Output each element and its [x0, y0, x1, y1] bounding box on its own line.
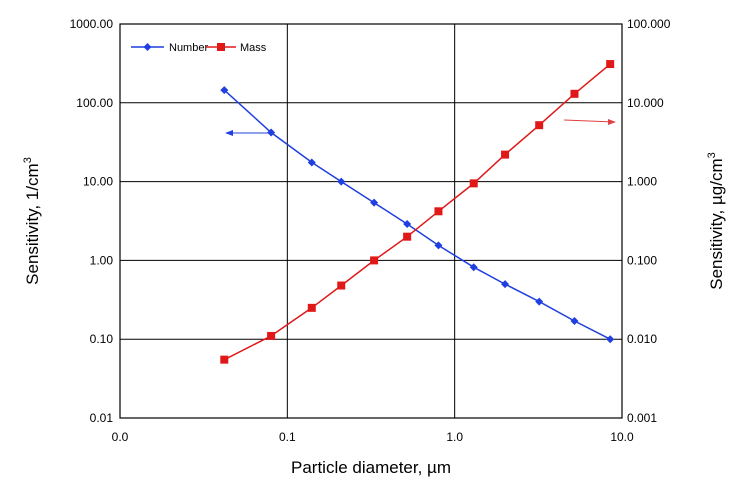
right-axis-arrow: [563, 119, 616, 125]
data-point-mass: [606, 60, 615, 69]
x-tick-label: 0.0: [112, 430, 129, 444]
data-point-mass: [403, 232, 412, 241]
y-right-tick-label: 1.000: [627, 175, 657, 189]
data-point-number: [570, 317, 579, 326]
series-number: [220, 86, 615, 344]
legend-label-mass: Mass: [240, 42, 267, 54]
y-left-axis-label: Sensitivity, 1/cm3: [22, 157, 42, 285]
data-point-mass: [220, 355, 229, 364]
data-point-number: [220, 86, 229, 95]
y-right-tick-label: 0.010: [627, 332, 657, 346]
grid-lines: [120, 24, 622, 418]
y-left-tick-label: 100.00: [76, 96, 113, 110]
data-point-number: [307, 158, 316, 167]
y-left-tick-labels: 0.01 0.10 1.00 10.00 100.00 1000.00: [70, 17, 114, 425]
y-right-tick-label: 0.001: [627, 411, 657, 425]
data-point-mass: [307, 303, 316, 312]
data-point-number: [337, 177, 346, 186]
data-point-number: [469, 263, 478, 272]
legend-marker-mass: [217, 43, 225, 51]
data-point-mass: [267, 331, 276, 340]
legend-item-mass: Mass: [206, 42, 267, 54]
data-point-number: [403, 219, 412, 228]
data-point-number: [535, 297, 544, 306]
y-left-tick-label: 1000.00: [70, 17, 114, 31]
data-point-number: [370, 198, 379, 207]
data-point-mass: [434, 207, 443, 216]
x-tick-labels: 0.0 0.1 1.0 10.0: [112, 430, 634, 444]
data-point-number: [267, 128, 276, 137]
data-point-number: [501, 280, 510, 289]
y-right-tick-label: 10.000: [627, 96, 664, 110]
data-point-number: [606, 335, 615, 344]
y-right-tick-label: 0.100: [627, 253, 657, 267]
x-tick-label: 10.0: [610, 430, 634, 444]
series-mass: [220, 60, 615, 364]
y-right-tick-labels: 0.001 0.010 0.100 1.000 10.000 100.000: [627, 17, 671, 425]
left-axis-arrow: [225, 130, 272, 136]
legend-item-number: Number: [131, 42, 208, 54]
y-left-tick-label: 1.00: [90, 253, 114, 267]
data-point-mass: [535, 121, 544, 130]
y-left-tick-label: 0.10: [90, 332, 114, 346]
data-point-mass: [501, 150, 510, 159]
data-point-mass: [570, 89, 579, 98]
x-tick-label: 0.1: [279, 430, 296, 444]
y-right-tick-label: 100.000: [627, 17, 671, 31]
legend: Number Mass: [131, 42, 267, 54]
data-point-number: [434, 241, 443, 250]
series-line-number: [223, 89, 611, 340]
y-left-tick-label: 10.00: [83, 175, 113, 189]
y-right-axis-label: Sensitivity, µg/cm3: [706, 152, 726, 289]
data-point-mass: [337, 281, 346, 290]
series-line-mass: [223, 63, 611, 361]
legend-label-number: Number: [169, 42, 208, 54]
plot-frame: [119, 23, 623, 419]
data-point-mass: [370, 256, 379, 265]
y-left-tick-label: 0.01: [90, 411, 114, 425]
series-layer: [220, 60, 615, 364]
legend-marker-number: [143, 43, 152, 51]
x-axis-label: Particle diameter, µm: [291, 458, 451, 477]
x-tick-label: 1.0: [446, 430, 463, 444]
data-point-mass: [469, 179, 478, 188]
